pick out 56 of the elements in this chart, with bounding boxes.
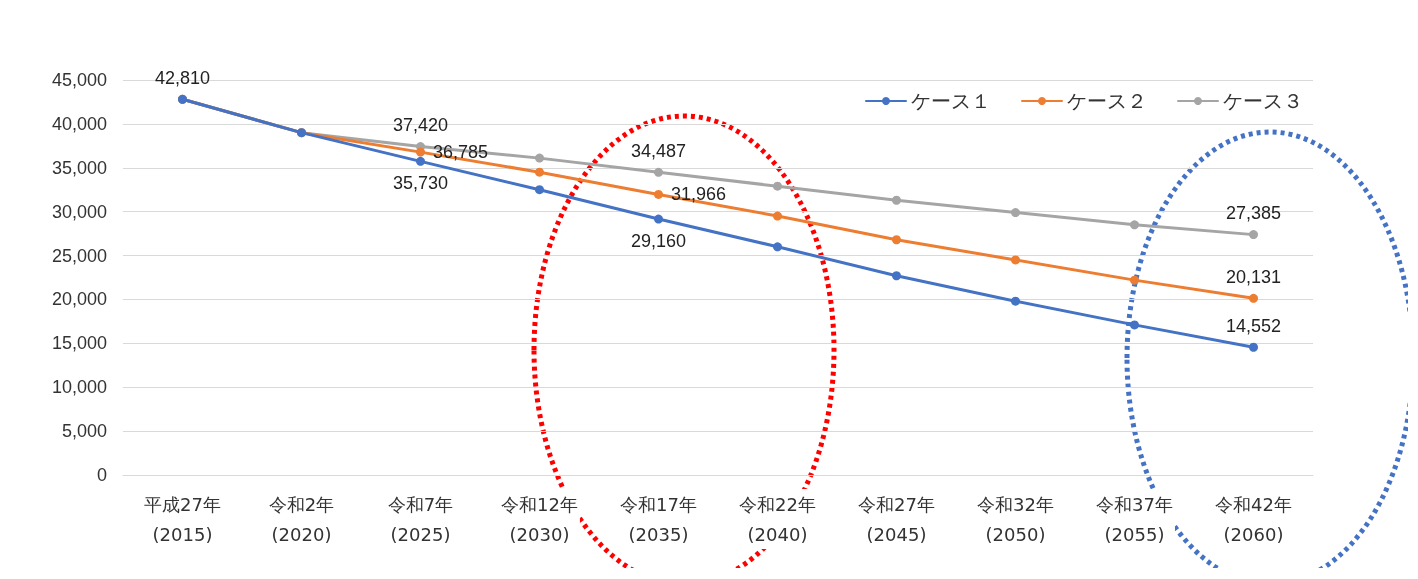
data-label: 20,131 — [1225, 266, 1282, 287]
point — [1249, 293, 1258, 303]
point — [1011, 296, 1020, 306]
data-label: 31,966 — [671, 184, 727, 205]
y-tick-label: 5,000 — [61, 421, 107, 442]
y-tick-label: 25,000 — [51, 245, 107, 266]
y-tick-label: 40,000 — [51, 113, 107, 134]
point — [773, 211, 782, 221]
point — [892, 271, 901, 281]
x-tick-label: 平成27年 (2015) — [144, 493, 221, 545]
point — [1130, 220, 1139, 230]
point — [1011, 255, 1020, 265]
x-tick-label: 令和7年 (2025) — [387, 493, 454, 545]
legend-label: ケース２ — [1067, 89, 1147, 113]
x-tick-label: 令和37年 (2055) — [1096, 493, 1173, 545]
point — [654, 167, 663, 177]
point — [1130, 275, 1139, 285]
point — [1011, 208, 1020, 218]
data-label: 14,552 — [1225, 315, 1282, 336]
data-label: 42,810 — [154, 67, 211, 88]
x-tick-label: 令和32年 (2050) — [977, 493, 1054, 545]
x-tick-label: 令和12年 (2030) — [501, 493, 578, 545]
point — [416, 156, 425, 166]
x-tick-label: 令和27年 (2045) — [858, 493, 935, 545]
y-tick-label: 0 — [96, 465, 107, 485]
x-tick-label: 令和2年 (2020) — [268, 493, 335, 545]
y-tick-label: 45,000 — [51, 70, 107, 90]
y-tick-label: 35,000 — [51, 157, 107, 178]
data-label: 36,785 — [433, 142, 489, 163]
x-tick-label: 令和42年 (2060) — [1215, 493, 1292, 545]
y-tick-label: 30,000 — [51, 201, 107, 222]
x-tick-label: 令和17年 (2035) — [620, 493, 697, 545]
point — [416, 147, 425, 157]
data-label: 27,385 — [1225, 203, 1282, 224]
point — [654, 214, 663, 224]
point — [892, 195, 901, 205]
y-tick-label: 15,000 — [51, 333, 107, 354]
legend-label: ケース３ — [1223, 89, 1303, 113]
y-tick-label: 20,000 — [51, 289, 107, 310]
point — [535, 153, 544, 163]
data-label: 35,730 — [392, 172, 449, 193]
y-tick-label: 10,000 — [51, 377, 107, 398]
legend-label: ケース１ — [911, 89, 991, 113]
point — [1130, 320, 1139, 330]
point — [773, 242, 782, 252]
data-label: 37,420 — [392, 115, 449, 136]
x-tick-label: 令和22年 (2040) — [739, 493, 816, 545]
data-label: 34,487 — [630, 140, 687, 161]
point — [654, 189, 663, 199]
data-label: 29,160 — [630, 230, 687, 251]
point — [535, 167, 544, 177]
point — [773, 181, 782, 191]
point — [1249, 342, 1258, 352]
point — [1249, 230, 1258, 240]
point — [892, 235, 901, 245]
point — [535, 185, 544, 195]
